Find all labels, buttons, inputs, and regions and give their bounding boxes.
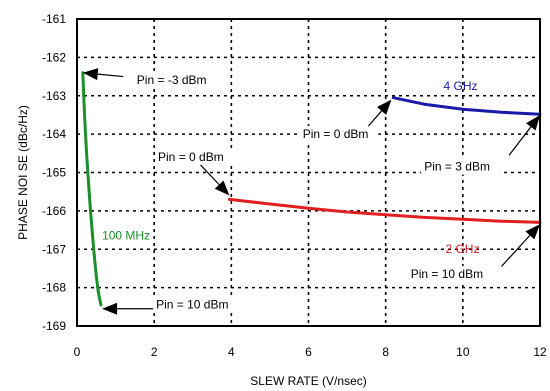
y-tick-label-161: -161 xyxy=(42,12,66,26)
y-tick-label-164: -164 xyxy=(42,127,66,141)
y-tick-label-168: -168 xyxy=(42,281,66,295)
annotation-label-4: Pin = 3 dBm xyxy=(424,160,490,174)
annotation-label-bg-0 xyxy=(133,72,220,89)
x-tick-label-10: 10 xyxy=(456,345,470,359)
series-label-4-ghz: 4 GHz xyxy=(444,79,478,93)
y-tick-label-165: -165 xyxy=(42,166,66,180)
annotation-label-bg-1 xyxy=(153,296,239,313)
series-line-4-ghz xyxy=(391,96,542,116)
x-tick-label-8: 8 xyxy=(382,345,389,359)
annotation-label-5: Pin = 10 dBm xyxy=(411,267,483,281)
annotation-arrow-line-4 xyxy=(508,126,532,156)
tick-labels: 0 2 4 6 8 10 12 -161 -162 -163 -164 -165 -166 -167 -16… xyxy=(42,12,547,359)
annotation-arrow-line-2 xyxy=(200,164,220,186)
x-tick-label-0: 0 xyxy=(74,345,81,359)
annotation-arrow-line-0 xyxy=(97,73,124,78)
annotation-label-bg-5 xyxy=(407,266,493,283)
y-tick-label-166: -166 xyxy=(42,204,66,218)
series-layer xyxy=(81,71,542,307)
x-tick-label-2: 2 xyxy=(151,345,158,359)
annotation-label-2: Pin = 0 dBm xyxy=(158,150,224,164)
x-tick-label-6: 6 xyxy=(305,345,312,359)
y-tick-label-167: -167 xyxy=(42,242,66,256)
x-axis-label: SLEW RATE (V/nsec) xyxy=(250,374,366,388)
annotation-arrow-line-5 xyxy=(500,234,531,267)
annotation-label-bg-4 xyxy=(421,158,500,175)
series-label-2-ghz: 2 GHz xyxy=(445,242,479,256)
annotation-arrow-line-3 xyxy=(365,110,383,129)
annotation-label-bg-2 xyxy=(155,148,234,165)
series-label-100-mhz: 100 MHz xyxy=(102,229,150,243)
x-tick-label-4: 4 xyxy=(228,345,235,359)
y-tick-label-163: -163 xyxy=(42,89,66,103)
annotation-arrowhead-1 xyxy=(102,302,118,315)
y-tick-label-169: -169 xyxy=(42,319,66,333)
annotation-label-1: Pin = 10 dBm xyxy=(156,298,228,312)
annotation-label-bg-3 xyxy=(299,125,379,142)
annotation-arrowhead-3 xyxy=(377,99,392,115)
annotation-layer: Pin = -3 dBm Pin = 10 dBm Pin = 0 dBm Pin =… xyxy=(82,68,540,315)
annotation-label-0: Pin = -3 dBm xyxy=(137,73,207,87)
annotation-label-3: Pin = 0 dBm xyxy=(303,127,369,141)
annotation-arrowhead-4 xyxy=(526,114,540,131)
annotation-arrowhead-2 xyxy=(214,180,230,196)
series-line-2-ghz xyxy=(227,197,542,224)
annotation-arrowhead-0 xyxy=(82,68,99,81)
plot-frame xyxy=(76,18,541,327)
annotation-arrowhead-5 xyxy=(525,224,540,240)
series-line-100-mhz xyxy=(81,71,103,307)
y-axis-label: PHASE NOI SE (dBc/Hz) xyxy=(16,105,30,240)
y-tick-label-162: -162 xyxy=(42,50,66,64)
x-tick-label-12: 12 xyxy=(533,345,547,359)
